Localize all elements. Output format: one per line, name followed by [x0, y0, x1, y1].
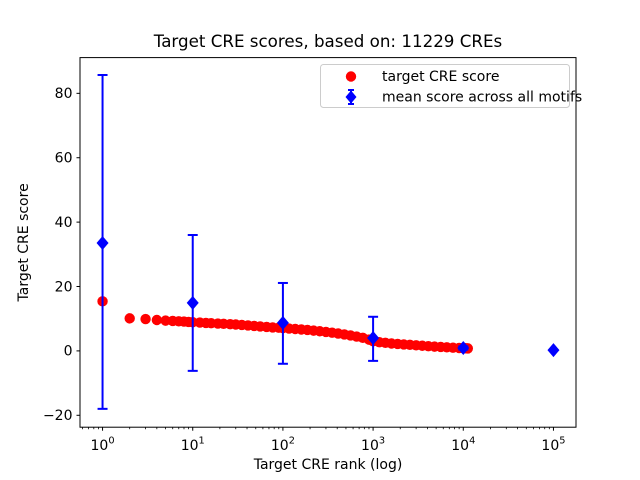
mean-score-diamond — [186, 295, 199, 310]
legend-label-target-score: target CRE score — [382, 69, 499, 85]
x-axis-label: Target CRE rank (log) — [253, 457, 403, 473]
y-tick-label: 80 — [55, 86, 73, 102]
x-tick-label: 104 — [451, 436, 475, 455]
legend-frame — [320, 64, 570, 108]
x-tick-label: 102 — [271, 436, 295, 455]
target-score-point — [140, 313, 151, 325]
mean-score-diamond — [547, 343, 560, 358]
target-score-point — [151, 314, 163, 326]
y-tick-label: 40 — [55, 215, 73, 231]
mean-score-diamond — [457, 341, 470, 355]
legend-label-mean-score: mean score across all motifs — [382, 90, 582, 106]
y-tick-label: −20 — [43, 408, 73, 424]
axes-frame — [79, 57, 577, 428]
legend-target-score-marker-icon — [345, 71, 357, 82]
target-score-point — [124, 313, 135, 324]
y-tick-label: 20 — [55, 279, 73, 295]
mean-score-diamond — [367, 331, 380, 346]
x-tick-label: 103 — [361, 436, 385, 455]
y-tick-label: 60 — [55, 151, 73, 167]
mean-score-diamond — [276, 315, 289, 330]
legend-mean-score-marker-icon — [345, 89, 357, 105]
mean-score-series — [96, 73, 560, 410]
x-tick-label: 105 — [541, 436, 565, 455]
x-tick-label: 101 — [181, 436, 205, 455]
legend: target CRE score mean score across all m… — [320, 64, 582, 108]
mean-score-diamond — [96, 236, 109, 251]
x-tick-label: 100 — [91, 436, 115, 455]
axis-ticks-layer: 100 101 102 103 104 105 −20 0 20 40 60 80 — [43, 86, 566, 454]
chart-title: Target CRE scores, based on: 11229 CREs — [153, 31, 502, 51]
y-axis-label: Target CRE score — [16, 183, 32, 302]
y-tick-label: 0 — [64, 344, 73, 360]
